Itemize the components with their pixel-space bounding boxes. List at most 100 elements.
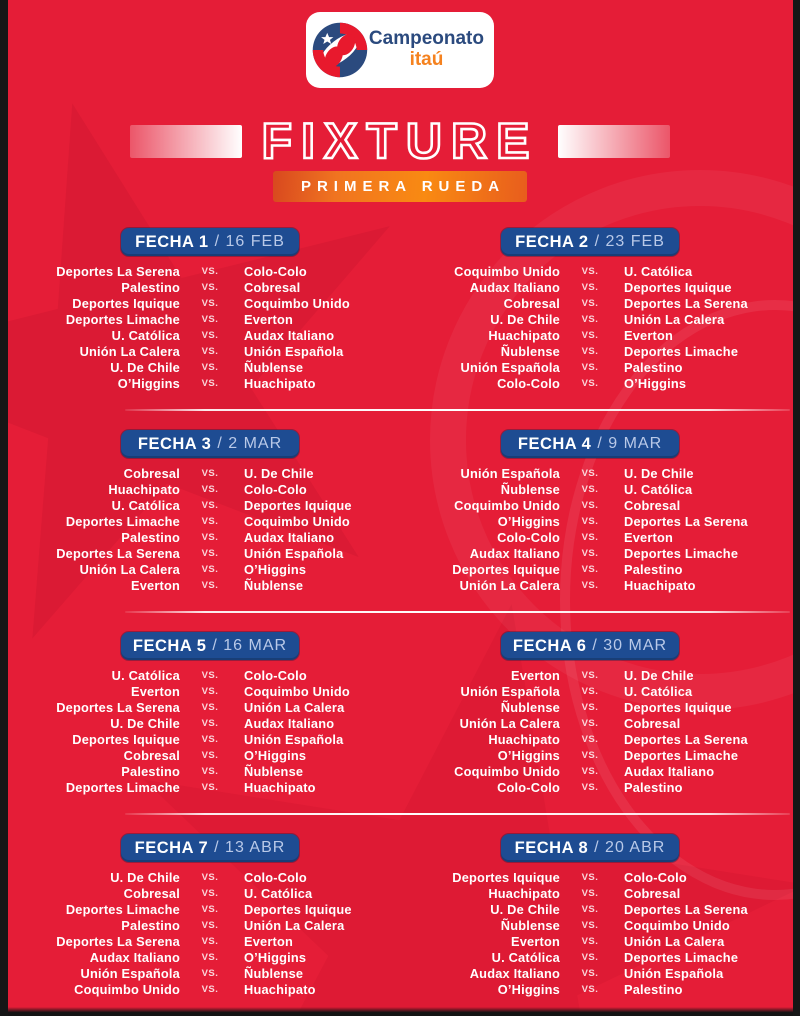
match-row: Huachipato vs. Everton (410, 327, 770, 343)
away-team: O’Higgins (244, 949, 307, 965)
fecha-header: FECHA 3 / 2 MAR (121, 430, 299, 458)
away-team: Huachipato (244, 981, 316, 997)
fecha-title: FECHA 5 (132, 636, 207, 655)
match-row: Deportes Limache vs. Huachipato (30, 779, 390, 795)
match-row: Deportes Iquique vs. Palestino (410, 561, 770, 577)
fixture-card: FECHA 6/ 30 MAR Everton vs. U. De Chile Unió… (410, 632, 770, 795)
away-team: Cobresal (624, 885, 681, 901)
vs-label: vs. (201, 265, 219, 277)
away-team: Ñublense (244, 763, 304, 779)
away-team: Deportes Iquique (624, 699, 732, 715)
away-team: Deportes Limache (624, 949, 739, 965)
home-team: Coquimbo Unido (454, 263, 560, 279)
away-team: O’Higgins (624, 375, 687, 391)
match-row: Deportes La Serena vs. Unión Española (30, 545, 390, 561)
vs-label: vs. (201, 733, 219, 745)
match-row: Palestino vs. Unión La Calera (30, 917, 390, 933)
away-team: U. De Chile (244, 465, 314, 481)
vs-label: vs. (201, 935, 219, 947)
away-team: Coquimbo Unido (624, 917, 730, 933)
vs-label: vs. (201, 361, 219, 373)
away-team: Audax Italiano (624, 763, 715, 779)
away-team: Cobresal (624, 497, 681, 513)
match-row: O’Higgins vs. Deportes La Serena (410, 513, 770, 529)
home-team: Palestino (121, 763, 180, 779)
away-team: Deportes Limache (624, 545, 739, 561)
left-edge-bar (0, 0, 8, 1016)
home-team: Unión La Calera (79, 343, 180, 359)
home-team: Deportes Iquique (72, 731, 180, 747)
home-team: O’Higgins (497, 513, 560, 529)
away-team: Coquimbo Unido (244, 513, 350, 529)
away-team: Everton (244, 933, 294, 949)
match-row: U. Católica vs. Deportes Limache (410, 949, 770, 965)
away-team: Unión La Calera (244, 699, 345, 715)
away-team: Audax Italiano (244, 715, 335, 731)
match-row: U. De Chile vs. Audax Italiano (30, 715, 390, 731)
home-team: Cobresal (503, 295, 560, 311)
away-team: Cobresal (624, 715, 681, 731)
vs-label: vs. (201, 467, 219, 479)
matches-list: U. De Chile vs. Colo-Colo Cobresal vs. U. Cat… (30, 869, 390, 997)
away-team: Deportes Iquique (244, 497, 352, 513)
away-team: Palestino (624, 981, 683, 997)
match-row: Unión Española vs. U. Católica (410, 683, 770, 699)
match-row: Ñublense vs. Coquimbo Unido (410, 917, 770, 933)
right-edge-bar (793, 0, 800, 1016)
away-team: Deportes La Serena (624, 295, 748, 311)
home-team: Unión La Calera (459, 715, 560, 731)
away-team: Unión La Calera (624, 311, 725, 327)
home-team: O’Higgins (117, 375, 180, 391)
away-team: Colo-Colo (244, 481, 307, 497)
away-team: Everton (624, 529, 674, 545)
fixture-card: FECHA 7/ 13 ABR U. De Chile vs. Colo-Colo Co… (30, 834, 390, 997)
vs-label: vs. (581, 717, 599, 729)
vs-label: vs. (201, 781, 219, 793)
match-row: Coquimbo Unido vs. Huachipato (30, 981, 390, 997)
vs-label: vs. (201, 717, 219, 729)
match-row: Deportes La Serena vs. Unión La Calera (30, 699, 390, 715)
match-row: U. Católica vs. Deportes Iquique (30, 497, 390, 513)
home-team: Ñublense (500, 343, 560, 359)
vs-label: vs. (201, 547, 219, 559)
match-row: Deportes La Serena vs. Colo-Colo (30, 263, 390, 279)
logo-text: Campeonato itaú (369, 28, 484, 71)
away-team: Ñublense (244, 359, 304, 375)
vs-label: vs. (201, 871, 219, 883)
match-row: Audax Italiano vs. O’Higgins (30, 949, 390, 965)
away-team: Unión La Calera (624, 933, 725, 949)
round-label: PRIMERA RUEDA (300, 178, 506, 195)
home-team: Palestino (121, 917, 180, 933)
vs-label: vs. (581, 483, 599, 495)
match-row: O’Higgins vs. Deportes Limache (410, 747, 770, 763)
home-team: Coquimbo Unido (454, 497, 560, 513)
match-row: Everton vs. U. De Chile (410, 667, 770, 683)
match-row: Deportes Iquique vs. Unión Española (30, 731, 390, 747)
fecha-header: FECHA 5 / 16 MAR (121, 632, 299, 660)
fecha-title: FECHA 3 (137, 434, 212, 453)
vs-label: vs. (201, 669, 219, 681)
match-row: Deportes Iquique vs. Coquimbo Unido (30, 295, 390, 311)
vs-label: vs. (581, 887, 599, 899)
vs-label: vs. (201, 919, 219, 931)
away-team: Unión Española (624, 965, 724, 981)
away-team: Deportes Iquique (244, 901, 352, 917)
match-row: Cobresal vs. U. De Chile (30, 465, 390, 481)
fixture-band: FECHA 5/ 16 MAR U. Católica vs. Colo-Colo Ev… (30, 632, 770, 795)
matches-list: U. Católica vs. Colo-Colo Everton vs. Coquimb… (30, 667, 390, 795)
fixture-band: FECHA 1/ 16 FEB Deportes La Serena vs. Colo… (30, 228, 770, 391)
home-team: Deportes La Serena (56, 263, 180, 279)
home-team: Ñublense (500, 917, 560, 933)
vs-label: vs. (201, 701, 219, 713)
away-team: Palestino (624, 359, 683, 375)
home-team: Audax Italiano (469, 545, 560, 561)
vs-label: vs. (201, 329, 219, 341)
match-row: Deportes La Serena vs. Everton (30, 933, 390, 949)
away-team: Unión La Calera (244, 917, 345, 933)
fecha-title: FECHA 7 (134, 838, 209, 857)
fecha-header: FECHA 7 / 13 ABR (121, 834, 299, 862)
match-row: U. Católica vs. Colo-Colo (30, 667, 390, 683)
fecha-title: FECHA 2 (515, 232, 589, 251)
fixture-band: FECHA 3/ 2 MAR Cobresal vs. U. De Chile Huac… (30, 430, 770, 593)
match-row: U. De Chile vs. Unión La Calera (410, 311, 770, 327)
